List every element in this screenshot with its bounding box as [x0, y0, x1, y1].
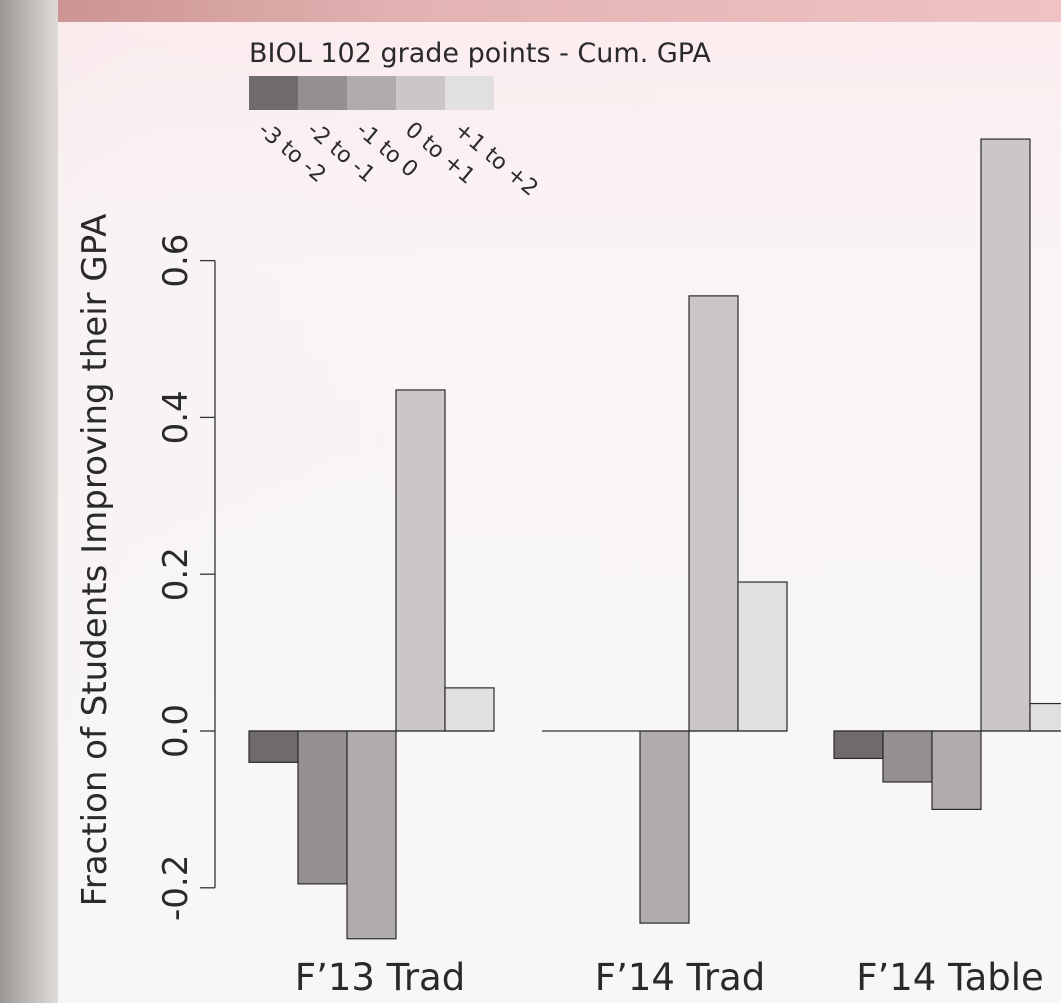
bar — [346, 730, 397, 940]
y-tick-label: 0.6 — [156, 234, 196, 288]
bars — [248, 138, 1061, 940]
x-category-label: F’14 Trad — [595, 956, 765, 999]
bar — [297, 730, 348, 885]
x-axis-labels: F’13 Trad F’14 Trad F’14 Table — [295, 956, 1044, 999]
bar — [444, 687, 495, 732]
bar — [737, 581, 788, 732]
bar — [833, 730, 884, 760]
y-axis: -0.2 0.0 0.2 0.4 0.6 — [156, 234, 216, 921]
plot-panel — [58, 22, 1061, 1003]
legend-labels: -3 to -2-2 to -1-1 to 00 to +1+1 to +2 — [253, 117, 542, 201]
bar — [931, 730, 982, 811]
legend-swatches — [249, 76, 494, 110]
bar — [1029, 702, 1061, 732]
legend-swatch — [396, 76, 445, 110]
y-tick-label: 0.2 — [156, 547, 196, 601]
y-tick-label: -0.2 — [156, 855, 196, 921]
legend-title: BIOL 102 grade points - Cum. GPA — [249, 38, 711, 69]
y-axis-title: Fraction of Students Improving their GPA — [75, 214, 115, 907]
legend: BIOL 102 grade points - Cum. GPA -3 to -… — [249, 38, 711, 201]
bar — [248, 730, 299, 763]
background-left-strip — [0, 0, 58, 1003]
legend-swatch — [347, 76, 396, 110]
legend-swatch — [445, 76, 494, 110]
x-category-label: F’14 Table — [856, 956, 1044, 999]
background-top-band — [0, 0, 1061, 22]
bar — [639, 730, 690, 924]
bar — [688, 295, 739, 732]
bar — [395, 389, 446, 732]
x-category-label: F’13 Trad — [295, 956, 465, 999]
bar — [882, 730, 933, 783]
legend-swatch — [298, 76, 347, 110]
legend-swatch — [249, 76, 298, 110]
bar — [980, 138, 1031, 732]
y-tick-label: 0.4 — [156, 390, 196, 444]
y-tick-label: 0.0 — [156, 704, 196, 758]
